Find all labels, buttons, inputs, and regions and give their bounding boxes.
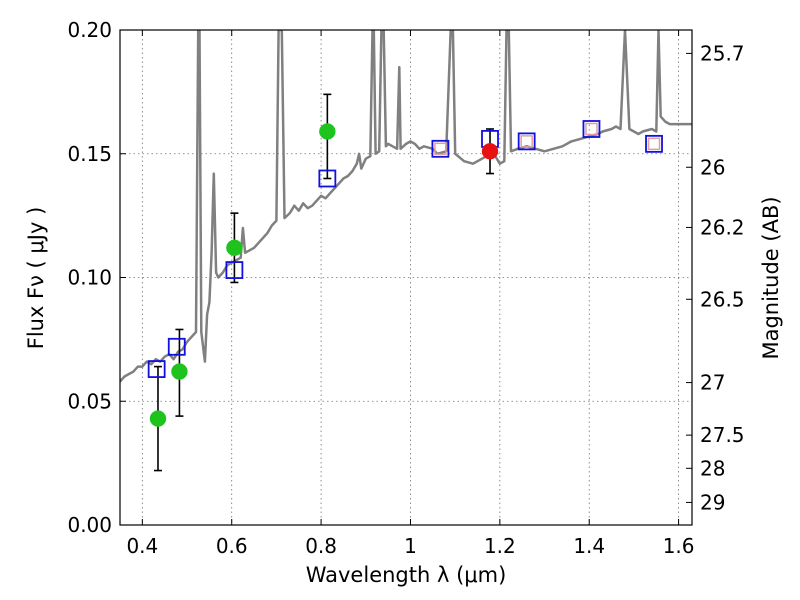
model-photometry-inner-square xyxy=(434,142,447,156)
y-axis-label: Flux Fν ( μJy ) xyxy=(24,207,48,350)
model-photometry-square xyxy=(167,337,186,356)
model-photometry-square xyxy=(431,139,450,158)
y2-tick-label: 27.5 xyxy=(700,423,745,447)
y2-tick-label: 28 xyxy=(700,456,725,480)
y2-axis-label: Magnitude (AB) xyxy=(759,196,783,359)
y-tick-label: 0.00 xyxy=(67,513,112,537)
model-photometry-inner-square xyxy=(520,135,533,148)
errorbar-layer xyxy=(153,93,495,472)
y-tick-label: 0.05 xyxy=(67,389,112,413)
y2-tick-label: 29 xyxy=(700,490,725,514)
model-photometry-square xyxy=(225,261,244,279)
grid-layer xyxy=(120,30,692,525)
y2-tick-label: 25.7 xyxy=(700,41,745,65)
model-photometry-square xyxy=(517,132,536,151)
y-tick-label: 0.10 xyxy=(67,266,112,290)
observed-point-green xyxy=(171,363,188,380)
model-photometry-square xyxy=(582,120,601,138)
y2-tick-label: 26.5 xyxy=(700,287,745,311)
model-photometry-inner-square xyxy=(647,137,661,151)
x-tick-label: 1.4 xyxy=(573,534,605,558)
model-photometry-square xyxy=(147,360,166,378)
model-spectrum-line xyxy=(120,30,692,383)
observed-point-green xyxy=(149,410,167,427)
observed-point-red xyxy=(481,143,499,160)
y2-tick-label: 27 xyxy=(700,371,725,395)
x-tick-label: 0.6 xyxy=(216,534,248,558)
y2-tick-label: 26.2 xyxy=(700,215,745,239)
marker-layer xyxy=(147,120,663,427)
y-tick-label: 0.20 xyxy=(67,18,112,42)
spectrum-layer xyxy=(120,30,692,383)
y2-tick-label: 26 xyxy=(700,155,725,179)
x-tick-label: 0.8 xyxy=(305,534,337,558)
ticks-layer: 0.4 0.6 0.8 1 1.2 1.4 1.6 0.00 0.05 0.10 0.15 0.20 2… xyxy=(67,18,744,558)
model-photometry-inner-square xyxy=(585,122,598,136)
observed-point-green xyxy=(319,123,336,140)
x-axis-label: Wavelength λ (μm) xyxy=(306,563,507,587)
x-tick-label: 1 xyxy=(404,534,417,558)
x-tick-label: 0.4 xyxy=(126,534,158,558)
model-photometry-square xyxy=(645,134,663,153)
observed-point-green xyxy=(226,239,243,257)
x-tick-label: 1.2 xyxy=(484,534,516,558)
y-tick-label: 0.15 xyxy=(67,142,112,166)
x-tick-label: 1.6 xyxy=(663,534,695,558)
model-photometry-square xyxy=(318,169,337,188)
